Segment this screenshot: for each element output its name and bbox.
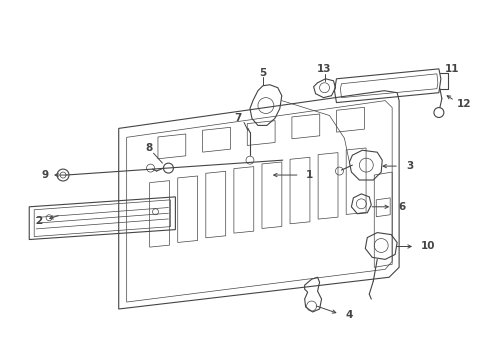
Text: 9: 9 — [41, 170, 49, 180]
Text: 6: 6 — [397, 202, 405, 212]
Text: 7: 7 — [234, 113, 241, 123]
Text: 8: 8 — [144, 143, 152, 153]
Text: 12: 12 — [456, 99, 470, 109]
Text: 4: 4 — [345, 310, 352, 320]
Text: 1: 1 — [305, 170, 312, 180]
Text: 3: 3 — [405, 161, 412, 171]
Text: 13: 13 — [317, 64, 331, 74]
Text: 2: 2 — [36, 216, 43, 226]
Text: 5: 5 — [259, 68, 266, 78]
Text: 11: 11 — [444, 64, 458, 74]
Text: 10: 10 — [420, 242, 435, 252]
